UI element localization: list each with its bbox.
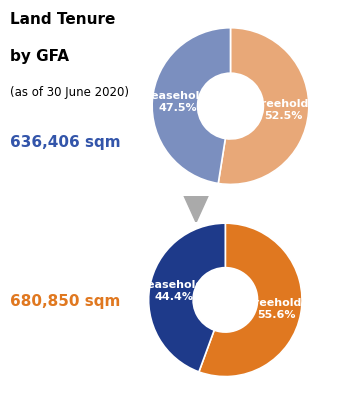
Text: 680,850 sqm: 680,850 sqm [10,294,121,309]
Wedge shape [199,223,302,377]
Text: Leasehold,
44.4%: Leasehold, 44.4% [140,280,208,302]
Text: Leasehold,
47.5%: Leasehold, 47.5% [144,91,211,113]
Text: Freehold,
52.5%: Freehold, 52.5% [254,100,313,121]
Text: (as of 30 June 2020): (as of 30 June 2020) [10,86,129,99]
Text: Land Tenure: Land Tenure [10,12,116,27]
Wedge shape [218,28,309,184]
Text: 636,406 sqm: 636,406 sqm [10,135,121,150]
Text: Freehold,
55.6%: Freehold, 55.6% [247,298,306,320]
Polygon shape [184,196,208,222]
Text: by GFA: by GFA [10,49,69,64]
Wedge shape [149,223,225,372]
Wedge shape [152,28,230,184]
